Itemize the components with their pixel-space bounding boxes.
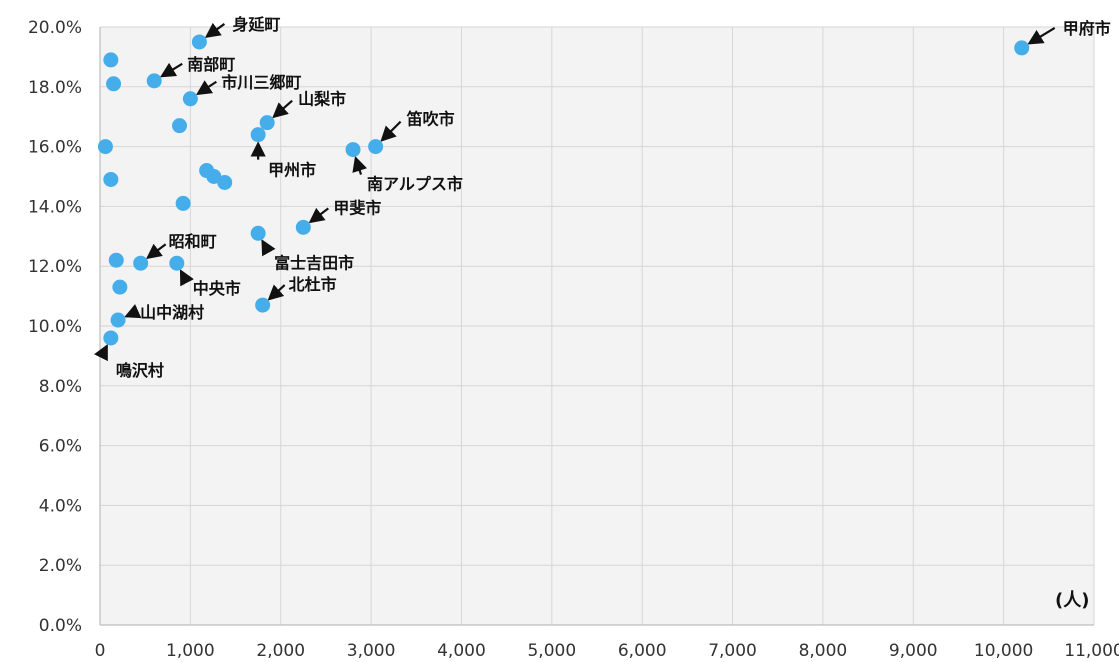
x-tick-label: 4,000 (437, 641, 486, 661)
point-label: 笛吹市 (406, 110, 455, 129)
y-tick-label: 10.0% (28, 317, 82, 337)
data-point (97, 139, 113, 155)
data-point (182, 91, 198, 107)
point-label-arrows (94, 22, 1056, 362)
point-label: 山梨市 (298, 90, 346, 109)
label-arrow (179, 269, 194, 287)
data-point (191, 34, 207, 50)
data-point (250, 127, 266, 143)
data-point (110, 312, 126, 328)
point-label: 鳴沢村 (116, 361, 164, 380)
y-tick-label: 6.0% (39, 437, 82, 457)
data-point (1014, 40, 1030, 56)
x-tick-label: 1,000 (166, 641, 215, 661)
x-tick-label: 8,000 (799, 641, 848, 661)
data-point (103, 52, 119, 68)
label-arrow (308, 207, 329, 224)
point-label: 甲府市 (1063, 19, 1111, 38)
data-point (295, 219, 311, 235)
y-tick-label: 20.0% (28, 18, 82, 38)
y-tick-label: 18.0% (28, 78, 82, 98)
x-tick-label: 6,000 (618, 641, 667, 661)
x-tick-label: 5,000 (527, 641, 576, 661)
x-tick-label: 0 (95, 641, 106, 661)
data-points (97, 34, 1030, 346)
label-arrow (261, 239, 276, 257)
x-tick-label: 11,000 (1064, 641, 1119, 661)
y-tick-label: 4.0% (39, 496, 82, 516)
y-tick-label: 16.0% (28, 138, 82, 158)
point-label: 甲斐市 (333, 198, 381, 217)
data-point (133, 255, 149, 271)
data-point (368, 139, 384, 155)
x-tick-label: 3,000 (347, 641, 396, 661)
y-tick-label: 2.0% (39, 556, 82, 576)
label-arrow (272, 99, 293, 119)
point-label: 市川三郷町 (221, 73, 301, 92)
point-label: 甲州市 (268, 161, 316, 180)
data-point (146, 73, 162, 89)
point-label: 南アルプス市 (367, 175, 463, 194)
label-arrow (267, 284, 286, 301)
x-tick-label: 7,000 (708, 641, 757, 661)
point-label: 南部町 (187, 55, 235, 74)
x-tick-label: 9,000 (889, 641, 938, 661)
label-arrow (159, 62, 183, 78)
data-point (217, 174, 233, 190)
label-arrow (352, 155, 368, 175)
y-tick-label: 12.0% (28, 257, 82, 277)
data-point (259, 115, 275, 131)
y-tick-label: 8.0% (39, 377, 82, 397)
data-point (255, 297, 271, 313)
label-arrow (145, 243, 167, 260)
x-tick-label: 2,000 (256, 641, 305, 661)
data-point (175, 195, 191, 211)
data-point (103, 171, 119, 187)
point-label: 身延町 (232, 15, 280, 34)
point-label: 山中湖村 (140, 303, 204, 322)
data-point (172, 118, 188, 134)
label-arrow (380, 120, 402, 142)
data-point (250, 225, 266, 241)
data-point (169, 255, 185, 271)
point-label: 昭和町 (169, 232, 217, 251)
point-label: 富士吉田市 (274, 253, 354, 272)
label-arrow (204, 22, 226, 39)
grid-lines (99, 26, 1095, 626)
data-point (106, 76, 122, 92)
data-point (108, 252, 124, 268)
data-point (345, 142, 361, 158)
data-point (112, 279, 128, 295)
label-arrow (195, 80, 217, 96)
data-point (103, 330, 119, 346)
point-label: 北杜市 (289, 275, 337, 294)
axes: 0 1,000 2,000 3,000 4,000 5,000 6,000 7,000 8,00… (28, 18, 1119, 661)
label-arrow (94, 343, 108, 362)
label-arrow (124, 304, 142, 319)
x-axis-unit-label: (人) (1055, 590, 1089, 611)
y-tick-label: 14.0% (28, 197, 82, 217)
label-arrow (1027, 26, 1056, 45)
y-tick-label: 0.0% (39, 616, 82, 636)
point-label: 中央市 (193, 279, 241, 298)
x-tick-label: 10,000 (974, 641, 1033, 661)
